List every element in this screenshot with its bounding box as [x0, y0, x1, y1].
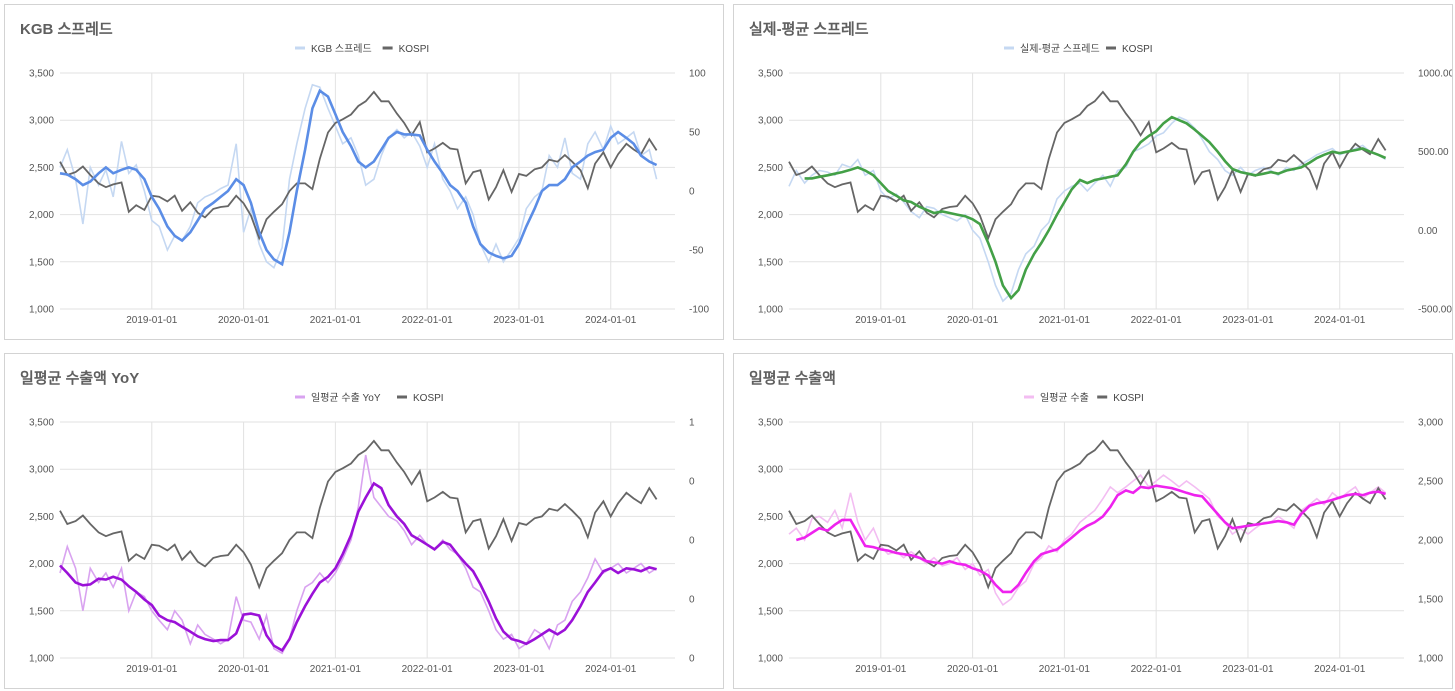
x-tick-label: 2019-01-01 [126, 315, 178, 326]
x-tick-label: 2022-01-01 [402, 315, 454, 326]
chart-svg: 1,000 1,500 2,000 2,500 3,000 3,500 -100 -50 0 50… [29, 43, 709, 326]
y-right-tick-label: 0.00 [1418, 226, 1438, 237]
y-left-tick-label: 2,000 [758, 559, 783, 570]
chart-title: 일평균 수출액 [749, 370, 836, 387]
y-left-tick-label: 3,000 [29, 116, 54, 127]
legend-label-kospi: KOSPI [413, 393, 444, 404]
y-left-tick-label: 1,500 [29, 606, 54, 617]
x-tick-label: 2020-01-01 [218, 664, 270, 675]
y-right-tick-label: 3,000 [1418, 418, 1443, 429]
legend-label-kospi: KOSPI [399, 44, 430, 55]
y-left-tick-label: 2,000 [29, 559, 54, 570]
chart-svg: 1,000 1,500 2,000 2,500 3,000 3,500 -500.00 0.0… [758, 43, 1453, 326]
y-right-tick-label: 0 [689, 654, 695, 665]
chart-svg: 1,000 1,500 2,000 2,500 3,000 3,500 0 0 0 0 1 2019-… [29, 392, 695, 675]
legend-label-kospi: KOSPI [1122, 44, 1153, 55]
y-right-tick-label: 1,500 [1418, 595, 1443, 606]
y-right-tick-label: 0 [689, 595, 695, 606]
y-right-tick-label: -100 [689, 305, 709, 316]
series-line-smoothed [795, 484, 1387, 594]
x-tick-label: 2022-01-01 [1131, 664, 1183, 675]
series-line-kospi [788, 439, 1387, 590]
x-tick-label: 2023-01-01 [493, 315, 545, 326]
y-left-tick-label: 3,500 [29, 418, 54, 429]
y-right-tick-label: 100 [689, 69, 706, 80]
y-right-tick-label: 0 [689, 187, 695, 198]
chart-panel-export-yoy: 일평균 수출액 YoY 1,000 1,500 2,000 2,500 3,000 3,5… [4, 353, 724, 689]
series-line-raw [788, 116, 1387, 303]
y-left-tick-label: 3,500 [758, 69, 783, 80]
y-right-tick-label: 1,000 [1418, 654, 1443, 665]
series-line-smoothed [59, 88, 658, 267]
x-tick-label: 2021-01-01 [310, 315, 362, 326]
chart-title: 실제-평균 스프레드 [749, 21, 869, 38]
x-tick-label: 2024-01-01 [585, 664, 637, 675]
legend-label-series: 일평균 수출 YoY [311, 392, 381, 404]
x-tick-label: 2023-01-01 [1222, 664, 1274, 675]
x-tick-label: 2024-01-01 [1314, 664, 1366, 675]
x-tick-label: 2021-01-01 [310, 664, 362, 675]
y-left-tick-label: 1,000 [29, 654, 54, 665]
legend-label-series: 일평균 수출 [1040, 392, 1089, 404]
series-line-raw [59, 454, 658, 655]
chart-panel-kgb-spread: KGB 스프레드 1,000 1,500 2,000 2,500 3,000 3,500 -… [4, 4, 724, 340]
series-line-raw [59, 83, 658, 269]
chart-title: 일평균 수출액 YoY [20, 370, 140, 387]
series-line-smoothed [59, 481, 657, 653]
y-right-tick-label: 0 [689, 477, 695, 488]
chart-title: KGB 스프레드 [20, 21, 113, 38]
x-tick-label: 2023-01-01 [493, 664, 545, 675]
series-line-smoothed [804, 115, 1387, 301]
x-tick-label: 2024-01-01 [1314, 315, 1366, 326]
chart-panel-daily-export: 일평균 수출액 1,000 1,500 2,000 2,500 3,000 3,500 1,… [733, 353, 1453, 689]
x-tick-label: 2023-01-01 [1222, 315, 1274, 326]
y-left-tick-label: 1,500 [758, 606, 783, 617]
y-right-tick-label: 1 [689, 418, 695, 429]
x-tick-label: 2022-01-01 [1131, 315, 1183, 326]
x-tick-label: 2021-01-01 [1039, 315, 1091, 326]
y-right-tick-label: 2,000 [1418, 536, 1443, 547]
y-left-tick-label: 1,000 [758, 654, 783, 665]
y-right-tick-label: 50 [689, 128, 701, 139]
series-line-kospi [59, 90, 658, 241]
y-left-tick-label: 2,500 [758, 163, 783, 174]
y-left-tick-label: 2,000 [758, 210, 783, 221]
x-tick-label: 2019-01-01 [855, 664, 907, 675]
legend-label-kospi: KOSPI [1113, 393, 1144, 404]
x-tick-label: 2020-01-01 [947, 664, 999, 675]
y-left-tick-label: 1,500 [29, 257, 54, 268]
x-tick-label: 2020-01-01 [218, 315, 270, 326]
x-tick-label: 2020-01-01 [947, 315, 999, 326]
x-tick-label: 2021-01-01 [1039, 664, 1091, 675]
series-line-raw [788, 473, 1387, 607]
y-left-tick-label: 1,500 [758, 257, 783, 268]
y-right-tick-label: 1000.00 [1418, 69, 1453, 80]
x-tick-label: 2019-01-01 [855, 315, 907, 326]
y-left-tick-label: 3,500 [29, 69, 54, 80]
y-left-tick-label: 2,500 [29, 512, 54, 523]
x-tick-label: 2022-01-01 [402, 664, 454, 675]
y-left-tick-label: 2,500 [29, 163, 54, 174]
y-left-tick-label: 3,500 [758, 418, 783, 429]
y-right-tick-label: 0 [689, 536, 695, 547]
y-right-tick-label: 500.00 [1418, 147, 1449, 158]
y-left-tick-label: 1,000 [758, 305, 783, 316]
y-right-tick-label: -50 [689, 246, 704, 257]
y-left-tick-label: 2,500 [758, 512, 783, 523]
x-tick-label: 2019-01-01 [126, 664, 178, 675]
series-line-kospi [59, 439, 658, 590]
chart-svg: 1,000 1,500 2,000 2,500 3,000 3,500 1,000 1,500… [758, 392, 1443, 675]
y-left-tick-label: 1,000 [29, 305, 54, 316]
x-tick-label: 2024-01-01 [585, 315, 637, 326]
y-left-tick-label: 3,000 [758, 465, 783, 476]
y-right-tick-label: -500.00 [1418, 305, 1452, 316]
y-left-tick-label: 3,000 [758, 116, 783, 127]
y-left-tick-label: 2,000 [29, 210, 54, 221]
series-line-kospi [788, 90, 1387, 241]
chart-panel-actual-avg-spread: 실제-평균 스프레드 1,000 1,500 2,000 2,500 3,000 3,50… [733, 4, 1453, 340]
legend-label-series: 실제-평균 스프레드 [1020, 43, 1100, 55]
legend-label-series: KGB 스프레드 [311, 43, 372, 55]
y-right-tick-label: 2,500 [1418, 477, 1443, 488]
y-left-tick-label: 3,000 [29, 465, 54, 476]
